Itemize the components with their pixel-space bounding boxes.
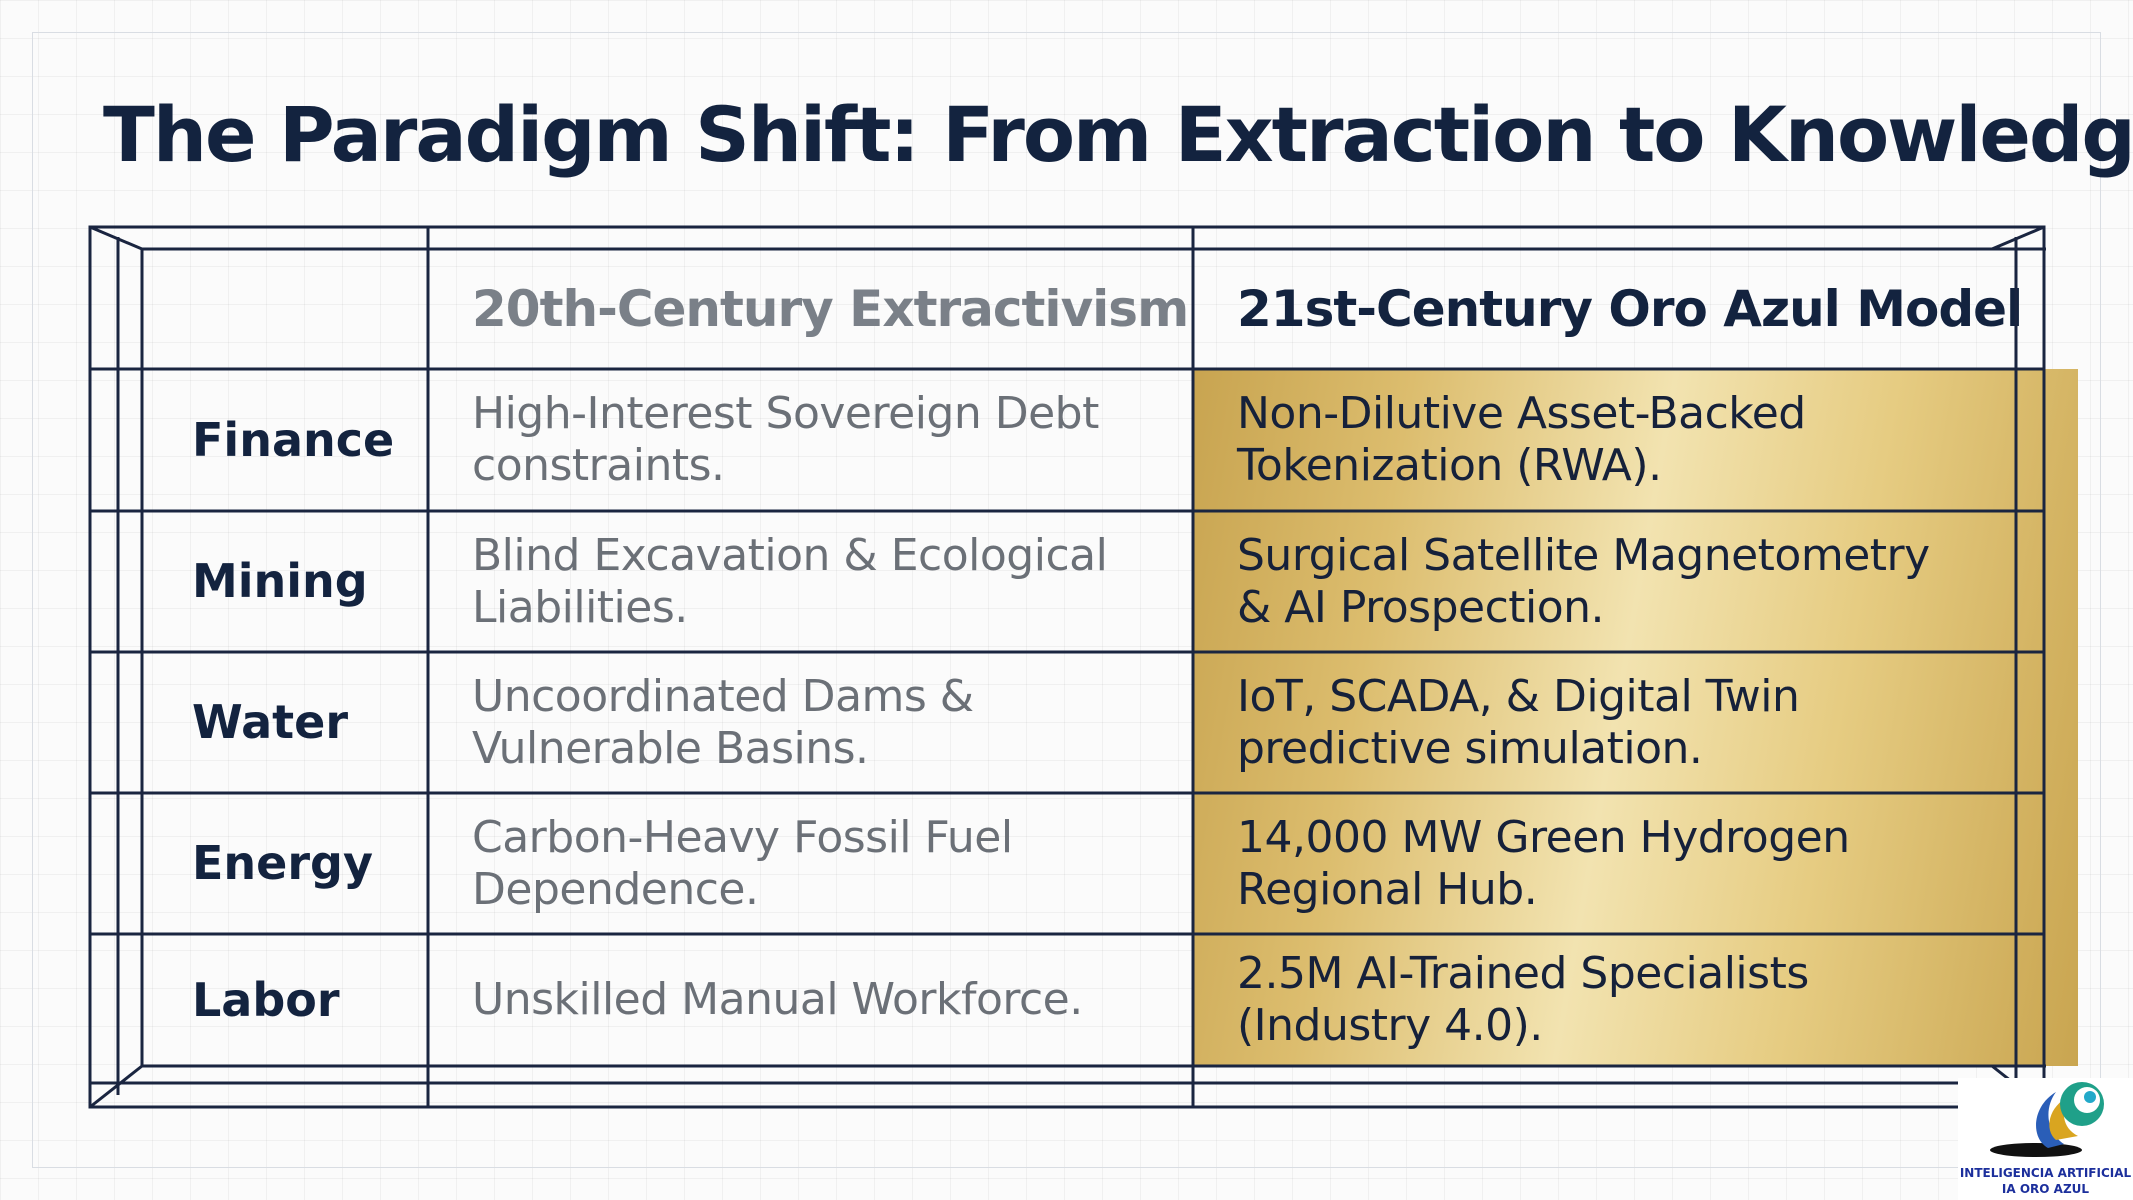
old-model-energy: Carbon-Heavy Fossil Fuel Dependence. — [428, 793, 1193, 934]
new-model-energy: 14,000 MW Green Hydrogen Regional Hub. — [1193, 793, 2078, 934]
new-model-labor: 2.5M AI-Trained Specialists (Industry 4.… — [1193, 934, 2078, 1066]
new-labor-text: 2.5M AI-Trained Specialists (Industry 4.… — [1237, 948, 1809, 1051]
old-mining-text: Blind Excavation & Ecological Liabilitie… — [472, 529, 1108, 633]
oro-azul-logo: INTELIGENCIA ARTIFICIAL IA ORO AZUL — [1958, 1078, 2133, 1200]
new-model-finance: Non-Dilutive Asset-Backed Tokenization (… — [1193, 369, 2078, 511]
row-label-energy: Energy — [192, 836, 373, 891]
old-model-water: Uncoordinated Dams & Vulnerable Basins. — [428, 652, 1193, 793]
slide-frame — [32, 32, 2101, 1168]
new-mining-text: Surgical Satellite Magnetometry & AI Pro… — [1237, 529, 1930, 633]
row-label-water: Water — [192, 695, 349, 750]
new-finance-text: Non-Dilutive Asset-Backed Tokenization (… — [1237, 388, 1806, 491]
old-model-finance: High-Interest Sovereign Debt constraints… — [428, 369, 1193, 511]
header-20th-century: 20th-Century Extractivism — [472, 279, 1189, 338]
slide-title: The Paradigm Shift: From Extraction to K… — [103, 90, 2133, 179]
new-model-mining: Surgical Satellite Magnetometry & AI Pro… — [1193, 511, 2078, 652]
old-model-mining: Blind Excavation & Ecological Liabilitie… — [428, 511, 1193, 652]
old-model-labor: Unskilled Manual Workforce. — [428, 934, 1193, 1066]
old-energy-text: Carbon-Heavy Fossil Fuel Dependence. — [472, 811, 1013, 915]
comparison-table: 20th-Century Extractivism 21st-Century O… — [88, 225, 2078, 1111]
new-water-text: IoT, SCADA, & Digital Twin predictive si… — [1237, 670, 1800, 774]
oro-azul-logo-icon — [1990, 1082, 2104, 1157]
old-finance-text: High-Interest Sovereign Debt constraints… — [472, 388, 1099, 491]
row-label-mining: Mining — [192, 554, 368, 609]
old-water-text: Uncoordinated Dams & Vulnerable Basins. — [472, 670, 974, 774]
logo-line-2: IA ORO AZUL — [2001, 1182, 2090, 1196]
row-label-labor: Labor — [192, 972, 340, 1027]
new-model-water: IoT, SCADA, & Digital Twin predictive si… — [1193, 652, 2078, 793]
row-label-finance: Finance — [192, 412, 395, 467]
logo-line-1: INTELIGENCIA ARTIFICIAL — [1959, 1166, 2132, 1180]
new-energy-text: 14,000 MW Green Hydrogen Regional Hub. — [1237, 811, 1850, 915]
old-labor-text: Unskilled Manual Workforce. — [472, 974, 1083, 1026]
header-21st-century: 21st-Century Oro Azul Model — [1237, 279, 2023, 338]
